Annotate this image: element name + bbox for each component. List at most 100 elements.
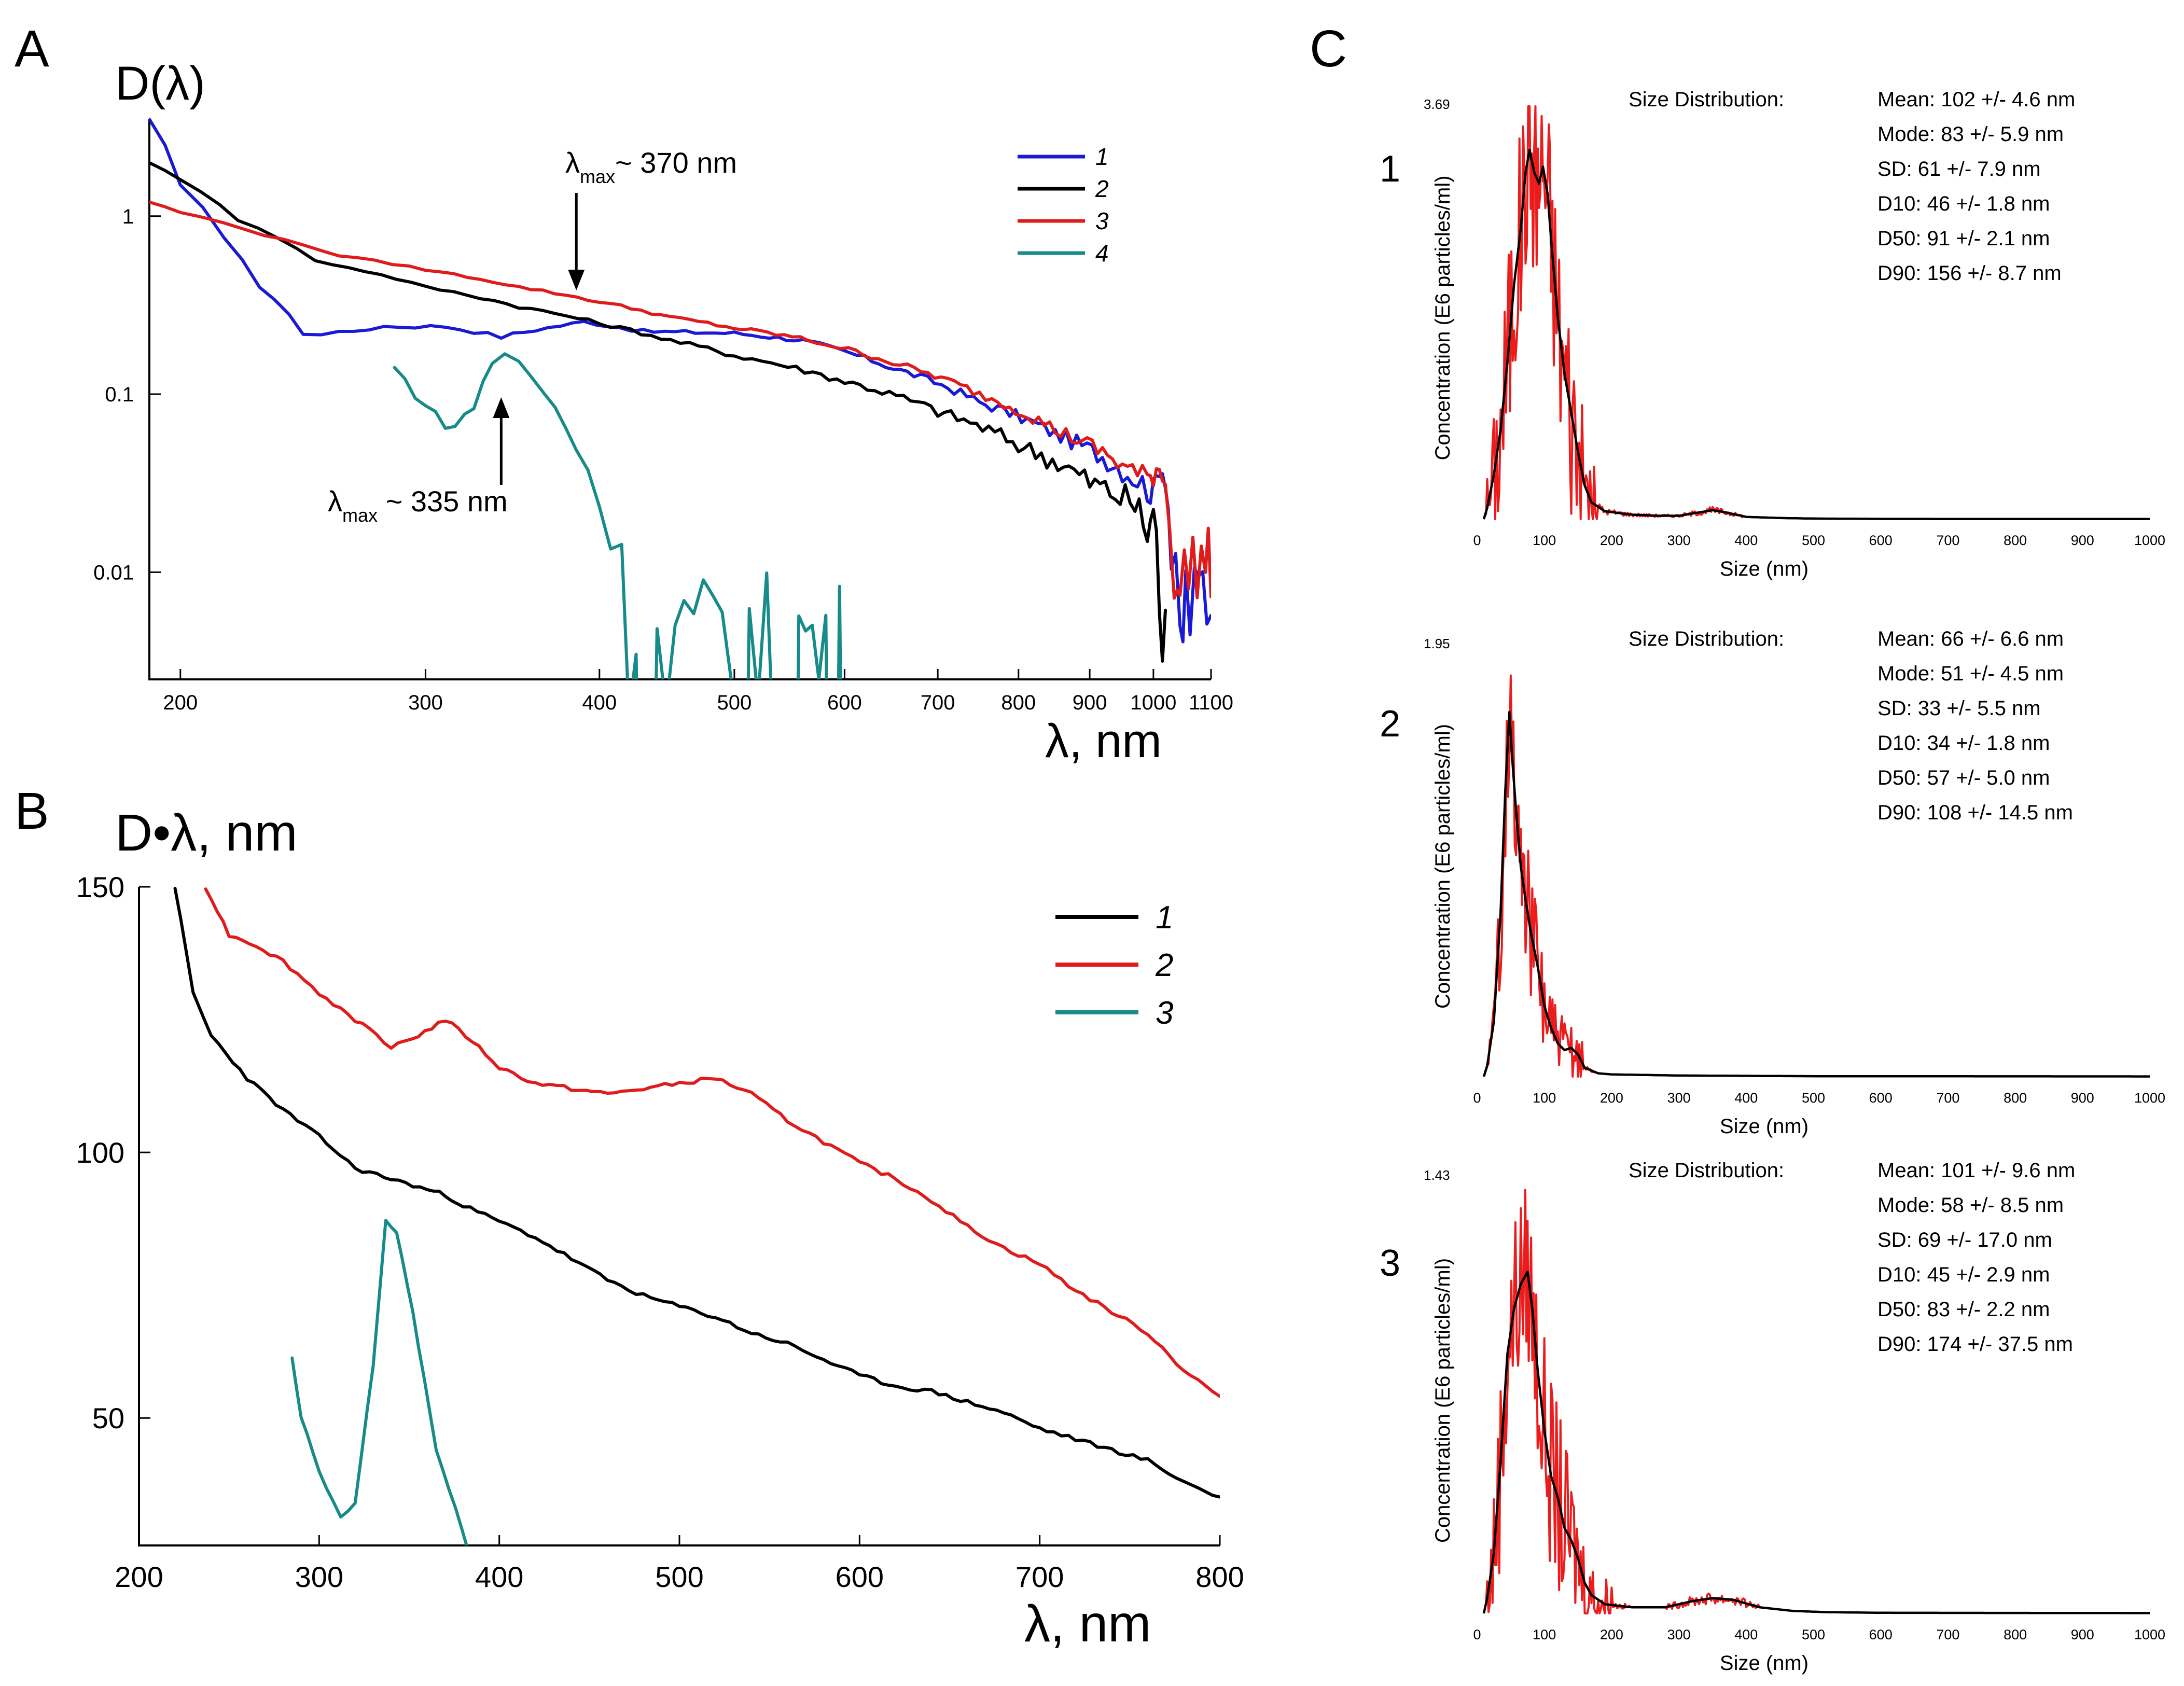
panel-b-x-tick-label: 500 (655, 1560, 703, 1593)
panel-a-x-tick-label: 300 (408, 691, 443, 714)
panel-c-subplot-number: 2 (1380, 703, 1400, 745)
panel-c-ylabel: Concentration (E6 particles/ml) (1431, 1258, 1454, 1543)
panel-c-mean-curve (1482, 710, 2150, 1078)
panel-c-x-tick-label: 900 (2071, 1090, 2094, 1106)
panel-a-xlabel: λ, nm (1045, 715, 1162, 768)
panel-b-x-tick-label: 700 (1016, 1560, 1064, 1593)
panel-c-x-tick-label: 500 (1802, 1627, 1825, 1642)
panel-c-stat-line: D10: 34 +/- 1.8 nm (1877, 732, 2050, 755)
panel-b-series-1 (173, 887, 1220, 1499)
panel-c-stat-line: Mode: 83 +/- 5.9 nm (1877, 123, 2064, 146)
panel-c-x-tick-label: 700 (1936, 1627, 1959, 1642)
panel-c-ymax-label: 1.43 (1424, 1167, 1450, 1183)
panel-a-legend: 1 2 3 4 (1018, 143, 1109, 267)
panel-c-stat-line: D50: 57 +/- 5.0 nm (1877, 767, 2050, 789)
panel-c-x-tick-label: 200 (1600, 1627, 1623, 1642)
panel-b-series-3 (290, 1219, 468, 1545)
panel-a-legend-label-3: 3 (1095, 207, 1109, 234)
annotation-370-lambda: λmax~ 370 nm (565, 146, 737, 187)
panel-c-stat-line: Mean: 66 +/- 6.6 nm (1877, 628, 2064, 650)
panel-label-c: C (1310, 20, 1347, 78)
panel-c-x-tick-label: 1000 (2134, 1627, 2165, 1642)
panel-a-x-tick-label: 400 (582, 691, 617, 714)
panel-a-axis-lines (148, 119, 1211, 680)
panel-c-subplot-2: 2 1.95 Concentration (E6 particles/ml) 0 100… (1380, 628, 2165, 1138)
panel-c-subplot-1: 1 3.69 Concentration (E6 particles/ml) 0 100… (1380, 88, 2165, 580)
panel-c-stat-line: D10: 45 +/- 2.9 nm (1877, 1263, 2050, 1286)
panel-c-x-tick-label: 0 (1473, 533, 1481, 548)
panel-a-y-tick-label: 1 (122, 205, 134, 228)
panel-c-mean-curve (1482, 1271, 2150, 1614)
panel-b-axes: 200 300 400 500 600 700 800 50 100 150 (76, 871, 1244, 1593)
panel-c-x-tick-label: 800 (2004, 533, 2027, 548)
panel-c-stat-line: Mode: 58 +/- 8.5 nm (1877, 1194, 2064, 1217)
panel-a-x-tick-label: 600 (827, 691, 862, 714)
panel-c-stat-line: SD: 33 +/- 5.5 nm (1877, 697, 2041, 720)
panel-c-xlabel: Size (nm) (1720, 558, 1809, 580)
panel-c-stat-line: D90: 156 +/- 8.7 nm (1877, 262, 2062, 285)
panel-b-y-tick-label: 150 (76, 871, 124, 903)
panel-c-stat-line: D50: 83 +/- 2.2 nm (1877, 1298, 2050, 1321)
panel-c-subplot-3: 3 1.43 Concentration (E6 particles/ml) 0 100… (1380, 1159, 2165, 1675)
panel-a-axes: 200 300 400 500 600 700 800 900 1000 1100 1 0.1 0.01 (93, 119, 1233, 714)
panel-c-stats-title: Size Distribution: (1629, 1159, 1784, 1182)
panel-c-ylabel: Concentration (E6 particles/ml) (1431, 175, 1454, 460)
panel-c-stat-line: D50: 91 +/- 2.1 nm (1877, 227, 2050, 250)
panel-c-mean-curve (1482, 148, 2150, 521)
panel-c-stat-line: Mean: 102 +/- 4.6 nm (1877, 88, 2075, 111)
panel-c-x-tick-label: 600 (1869, 1090, 1893, 1106)
panel-b-series-2 (204, 887, 1220, 1398)
panel-b-legend-label-3: 3 (1156, 995, 1173, 1031)
panel-b-series (173, 887, 1220, 1545)
panel-c-xlabel: Size (nm) (1720, 1652, 1809, 1675)
panel-b-legend: 1 2 3 (1055, 900, 1173, 1031)
panel-a-x-tick-label: 800 (1001, 691, 1036, 714)
panel-a-legend-label-4: 4 (1095, 240, 1109, 267)
panel-c-subplot-number: 3 (1380, 1243, 1400, 1284)
panel-a-series-2 (149, 161, 1167, 663)
panel-c-x-tick-label: 700 (1936, 1090, 1959, 1106)
panel-c-x-tick-label: 900 (2071, 1627, 2094, 1642)
panel-c-xlabel: Size (nm) (1720, 1115, 1809, 1138)
panel-c-x-tick-label: 300 (1667, 533, 1691, 548)
panel-c-ymax-label: 3.69 (1424, 96, 1450, 112)
panel-c-x-tick-label: 200 (1600, 1090, 1623, 1106)
panel-a-series-1 (149, 117, 1211, 644)
panel-b-x-tick-label: 300 (295, 1560, 343, 1593)
panel-a-y-tick-label: 0.1 (105, 383, 134, 406)
panel-c-stat-line: SD: 69 +/- 17.0 nm (1877, 1229, 2052, 1251)
panel-b-ylabel: D•λ, nm (115, 804, 298, 862)
panel-c-x-tick-label: 1000 (2134, 1090, 2165, 1106)
panel-c-x-tick-label: 1000 (2134, 533, 2165, 548)
panel-a-x-tick-label: 1000 (1130, 691, 1176, 714)
panel-c-x-tick-label: 900 (2071, 533, 2094, 548)
panel-c-stats-title: Size Distribution: (1629, 628, 1784, 650)
panel-c-x-tick-label: 400 (1734, 533, 1758, 548)
panel-c-x-tick-label: 100 (1533, 1090, 1556, 1106)
panel-c-charts: 1 3.69 Concentration (E6 particles/ml) 0 100… (1380, 88, 2165, 1675)
panel-c-ymax-label: 1.95 (1424, 636, 1450, 651)
panel-c-x-tick-label: 100 (1533, 533, 1556, 548)
panel-b-legend-label-1: 1 (1156, 900, 1173, 936)
panel-c-stat-line: D90: 174 +/- 37.5 nm (1877, 1333, 2073, 1356)
panel-b-y-tick-label: 100 (76, 1136, 124, 1169)
panel-c-stat-line: Mode: 51 +/- 4.5 nm (1877, 662, 2064, 685)
panel-c-stat-line: D10: 46 +/- 1.8 nm (1877, 192, 2050, 215)
panel-c-x-tick-label: 700 (1936, 533, 1959, 548)
panel-c-stat-line: SD: 61 +/- 7.9 nm (1877, 158, 2041, 180)
panel-b-x-tick-label: 200 (115, 1560, 163, 1593)
panel-a-x-tick-label: 200 (163, 691, 198, 714)
panel-label-a: A (15, 20, 49, 78)
panel-b-chart: D•λ, nm λ, nm 200 300 400 500 600 700 800 50 100… (76, 804, 1244, 1653)
annotation-370-arrowhead (568, 270, 585, 290)
panel-b-xlabel: λ, nm (1024, 1595, 1151, 1653)
panel-b-legend-label-2: 2 (1155, 947, 1173, 983)
panel-c-x-tick-label: 600 (1869, 1627, 1893, 1642)
panel-c-x-tick-label: 300 (1667, 1627, 1691, 1642)
panel-c-x-tick-label: 800 (2004, 1090, 2027, 1106)
panel-c-ylabel: Concentration (E6 particles/ml) (1431, 724, 1454, 1009)
panel-a-x-tick-label: 700 (921, 691, 955, 714)
annotation-335-lambda: λmax ~ 335 nm (328, 485, 508, 526)
panel-c-subplot-number: 1 (1380, 148, 1400, 190)
